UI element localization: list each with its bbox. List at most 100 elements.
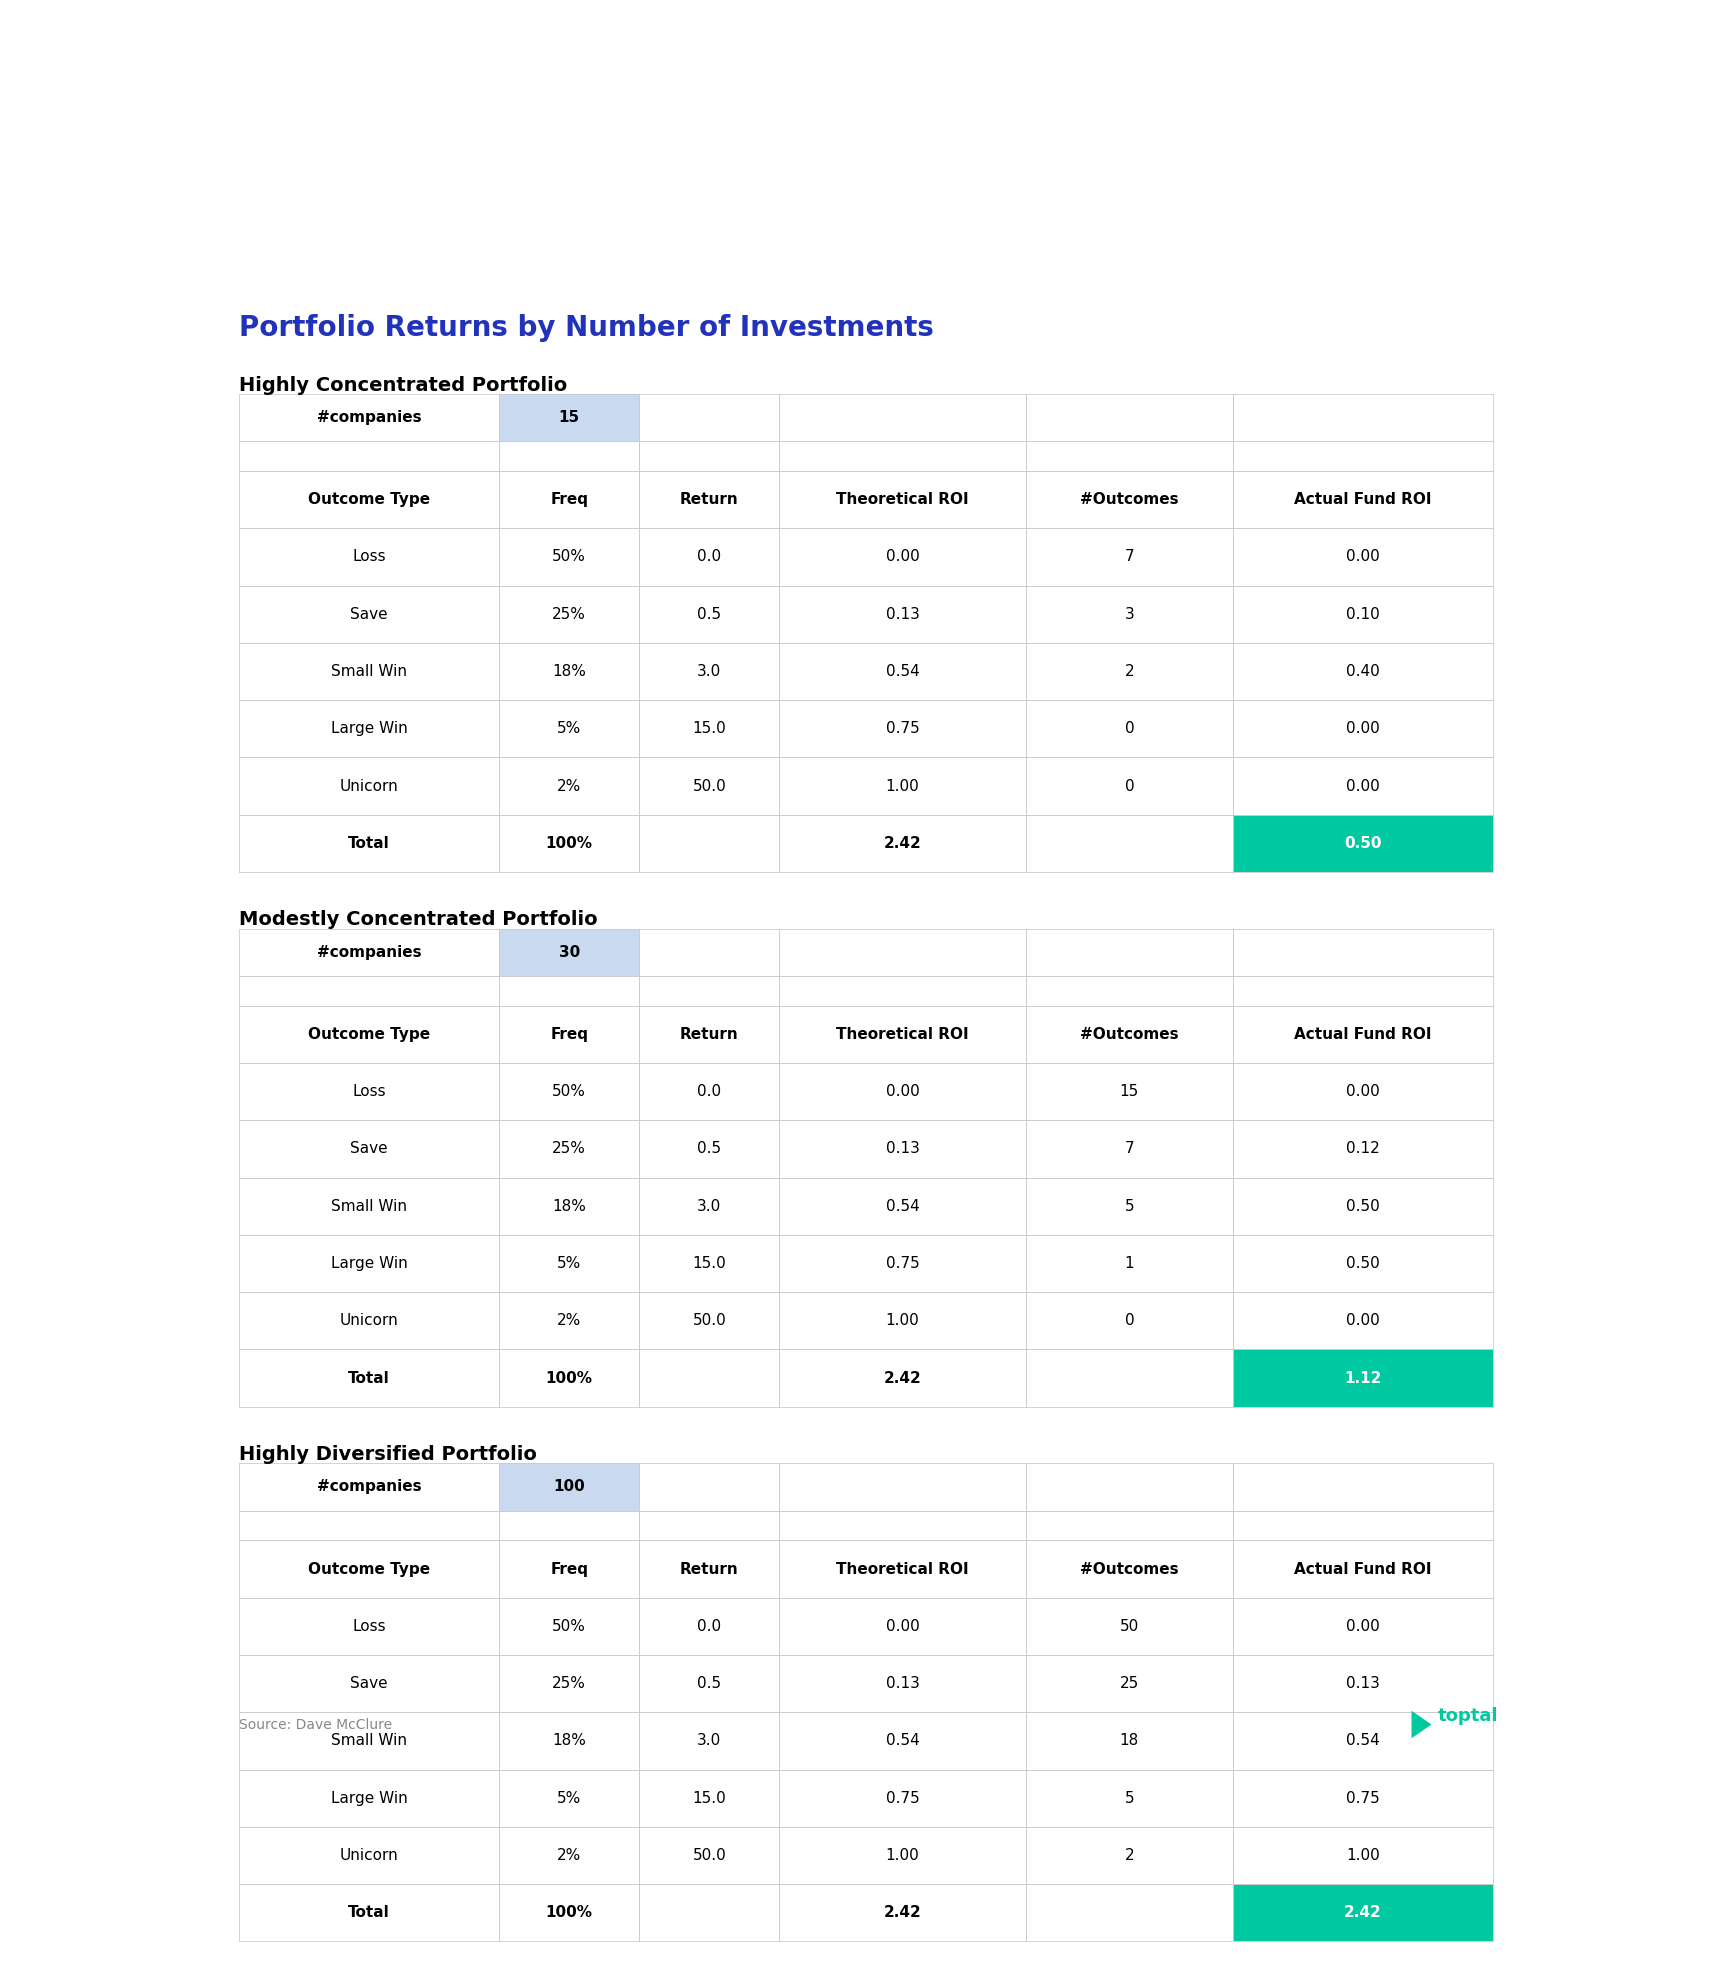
Text: Unicorn: Unicorn — [339, 1847, 399, 1863]
Bar — [1026, 1770, 1232, 1827]
Bar — [1026, 440, 1232, 470]
Bar — [499, 1712, 638, 1770]
Text: 18%: 18% — [552, 1734, 587, 1748]
Bar — [499, 1178, 638, 1234]
Text: Actual Fund ROI: Actual Fund ROI — [1294, 1028, 1432, 1042]
Text: Unicorn: Unicorn — [339, 1313, 399, 1329]
Text: 5%: 5% — [558, 722, 582, 736]
Text: Freq: Freq — [551, 492, 589, 508]
Text: Unicorn: Unicorn — [339, 778, 399, 794]
Bar — [780, 1234, 1026, 1292]
Bar — [780, 1006, 1026, 1063]
Bar — [638, 1121, 780, 1178]
Bar — [780, 395, 1026, 440]
Bar — [780, 1510, 1026, 1540]
Bar — [780, 585, 1026, 643]
Text: 50%: 50% — [552, 550, 587, 565]
Bar — [780, 470, 1026, 528]
Bar — [638, 440, 780, 470]
Bar — [780, 1292, 1026, 1349]
Bar — [239, 1464, 499, 1510]
Text: Save: Save — [351, 1676, 387, 1690]
Bar — [780, 643, 1026, 700]
Bar — [1232, 929, 1492, 976]
Text: toptal: toptal — [1439, 1706, 1499, 1724]
Polygon shape — [1411, 1710, 1432, 1738]
Bar — [499, 1063, 638, 1121]
Bar — [499, 1349, 638, 1407]
Text: 0.54: 0.54 — [1346, 1734, 1380, 1748]
Text: 0.5: 0.5 — [697, 1141, 721, 1157]
Text: 100: 100 — [554, 1480, 585, 1494]
Text: Total: Total — [348, 1371, 391, 1385]
Bar — [239, 1712, 499, 1770]
Text: 0.00: 0.00 — [886, 1083, 919, 1099]
Bar — [499, 1510, 638, 1540]
Bar — [499, 758, 638, 815]
Bar — [1232, 528, 1492, 585]
Bar — [239, 528, 499, 585]
Text: 2.42: 2.42 — [885, 1905, 921, 1921]
Bar — [1232, 1597, 1492, 1655]
Bar — [1026, 976, 1232, 1006]
Bar — [499, 440, 638, 470]
Text: 0.75: 0.75 — [886, 1256, 919, 1272]
Text: #companies: #companies — [317, 1480, 422, 1494]
Bar — [499, 585, 638, 643]
Text: Theoretical ROI: Theoretical ROI — [836, 492, 969, 508]
Bar — [239, 1121, 499, 1178]
Text: Large Win: Large Win — [330, 1256, 408, 1272]
Bar — [638, 1827, 780, 1885]
Bar — [638, 1510, 780, 1540]
Text: #Outcomes: #Outcomes — [1081, 1028, 1179, 1042]
Text: 0.5: 0.5 — [697, 607, 721, 621]
Text: 18: 18 — [1120, 1734, 1139, 1748]
Bar — [780, 1655, 1026, 1712]
Text: #companies: #companies — [317, 411, 422, 425]
Text: 0.0: 0.0 — [697, 1083, 721, 1099]
Bar — [239, 470, 499, 528]
Text: Small Win: Small Win — [330, 1734, 408, 1748]
Text: 3.0: 3.0 — [697, 665, 721, 679]
Text: 2%: 2% — [558, 1313, 582, 1329]
Text: 25: 25 — [1120, 1676, 1139, 1690]
Text: 7: 7 — [1124, 1141, 1134, 1157]
Bar — [638, 929, 780, 976]
Bar — [1026, 470, 1232, 528]
Bar — [239, 440, 499, 470]
Text: 0.00: 0.00 — [1346, 1619, 1380, 1635]
Bar — [499, 528, 638, 585]
Text: 5%: 5% — [558, 1792, 582, 1805]
Bar — [1026, 1510, 1232, 1540]
Bar — [239, 700, 499, 758]
Text: Total: Total — [348, 1905, 391, 1921]
Text: Outcome Type: Outcome Type — [308, 492, 430, 508]
Text: 1: 1 — [1124, 1256, 1134, 1272]
Text: 2: 2 — [1124, 665, 1134, 679]
Text: 15.0: 15.0 — [692, 1792, 726, 1805]
Text: 0.00: 0.00 — [886, 550, 919, 565]
Bar — [780, 1827, 1026, 1885]
Bar — [638, 1597, 780, 1655]
Text: 1.12: 1.12 — [1344, 1371, 1382, 1385]
Bar — [1026, 1178, 1232, 1234]
Bar — [1026, 1540, 1232, 1597]
Bar — [1232, 976, 1492, 1006]
Bar — [239, 1063, 499, 1121]
Bar — [1026, 528, 1232, 585]
Bar — [780, 1770, 1026, 1827]
Bar — [638, 585, 780, 643]
Text: Loss: Loss — [353, 550, 386, 565]
Bar — [1026, 815, 1232, 873]
Text: 2%: 2% — [558, 1847, 582, 1863]
Bar — [1026, 1063, 1232, 1121]
Text: Modestly Concentrated Portfolio: Modestly Concentrated Portfolio — [239, 911, 597, 929]
Text: 0.54: 0.54 — [886, 1198, 919, 1214]
Text: 30: 30 — [559, 944, 580, 960]
Bar — [499, 1597, 638, 1655]
Bar — [1026, 1006, 1232, 1063]
Bar — [638, 1770, 780, 1827]
Bar — [1026, 1121, 1232, 1178]
Text: Loss: Loss — [353, 1083, 386, 1099]
Bar — [499, 1540, 638, 1597]
